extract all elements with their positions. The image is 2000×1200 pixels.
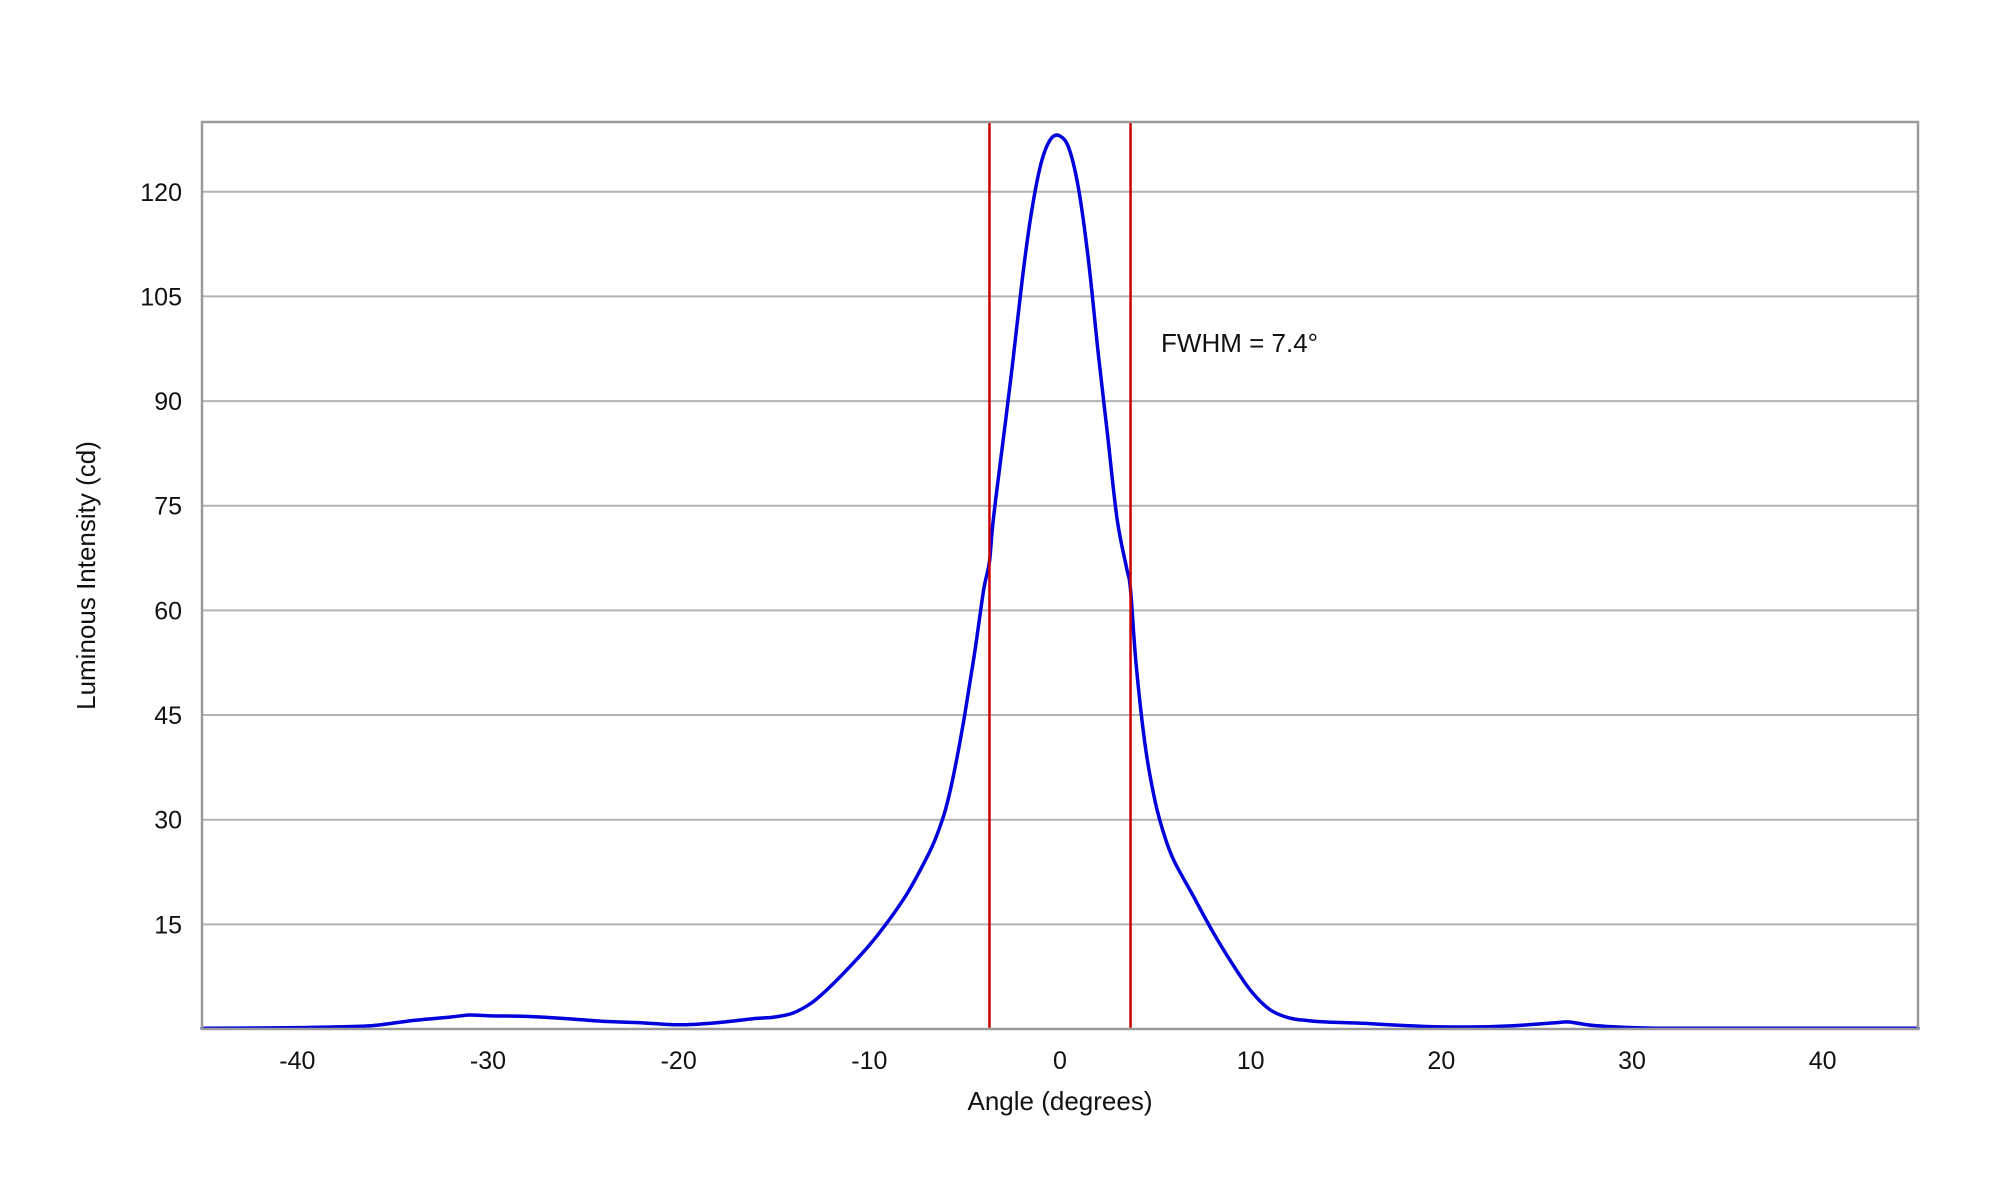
y-tick-label: 105 xyxy=(140,283,182,311)
y-tick-label: 90 xyxy=(154,388,182,416)
x-tick-label: 40 xyxy=(1809,1047,1837,1075)
x-tick-label: 30 xyxy=(1618,1047,1646,1075)
y-axis-ticks: 15 30 45 60 75 90 105 120 xyxy=(140,179,182,940)
plot-frame xyxy=(200,120,1920,1031)
gridlines xyxy=(202,190,1918,926)
x-tick-label: 20 xyxy=(1427,1047,1455,1075)
y-tick-label: 30 xyxy=(154,807,182,835)
x-tick-label: -20 xyxy=(661,1047,697,1075)
x-tick-label: 0 xyxy=(1053,1047,1067,1075)
y-tick-label: 120 xyxy=(140,179,182,207)
x-tick-label: -40 xyxy=(279,1047,315,1075)
y-axis-label: Luminous Intensity (cd) xyxy=(71,441,101,710)
x-axis-label: Angle (degrees) xyxy=(968,1086,1153,1116)
annotations: FWHM = 7.4° xyxy=(1161,328,1318,358)
x-axis-ticks: -40 -30 -20 -10 0 10 20 30 40 xyxy=(279,1047,1836,1075)
intensity-curve xyxy=(200,133,1920,1031)
y-tick-label: 60 xyxy=(154,597,182,625)
y-tick-label: 75 xyxy=(154,493,182,521)
x-tick-label: 10 xyxy=(1237,1047,1265,1075)
y-tick-label: 15 xyxy=(154,911,182,939)
x-tick-label: -10 xyxy=(851,1047,887,1075)
fwhm-marker-lines xyxy=(988,122,1132,1029)
y-tick-label: 45 xyxy=(154,702,182,730)
x-tick-label: -30 xyxy=(470,1047,506,1075)
fwhm-annotation: FWHM = 7.4° xyxy=(1161,328,1318,358)
